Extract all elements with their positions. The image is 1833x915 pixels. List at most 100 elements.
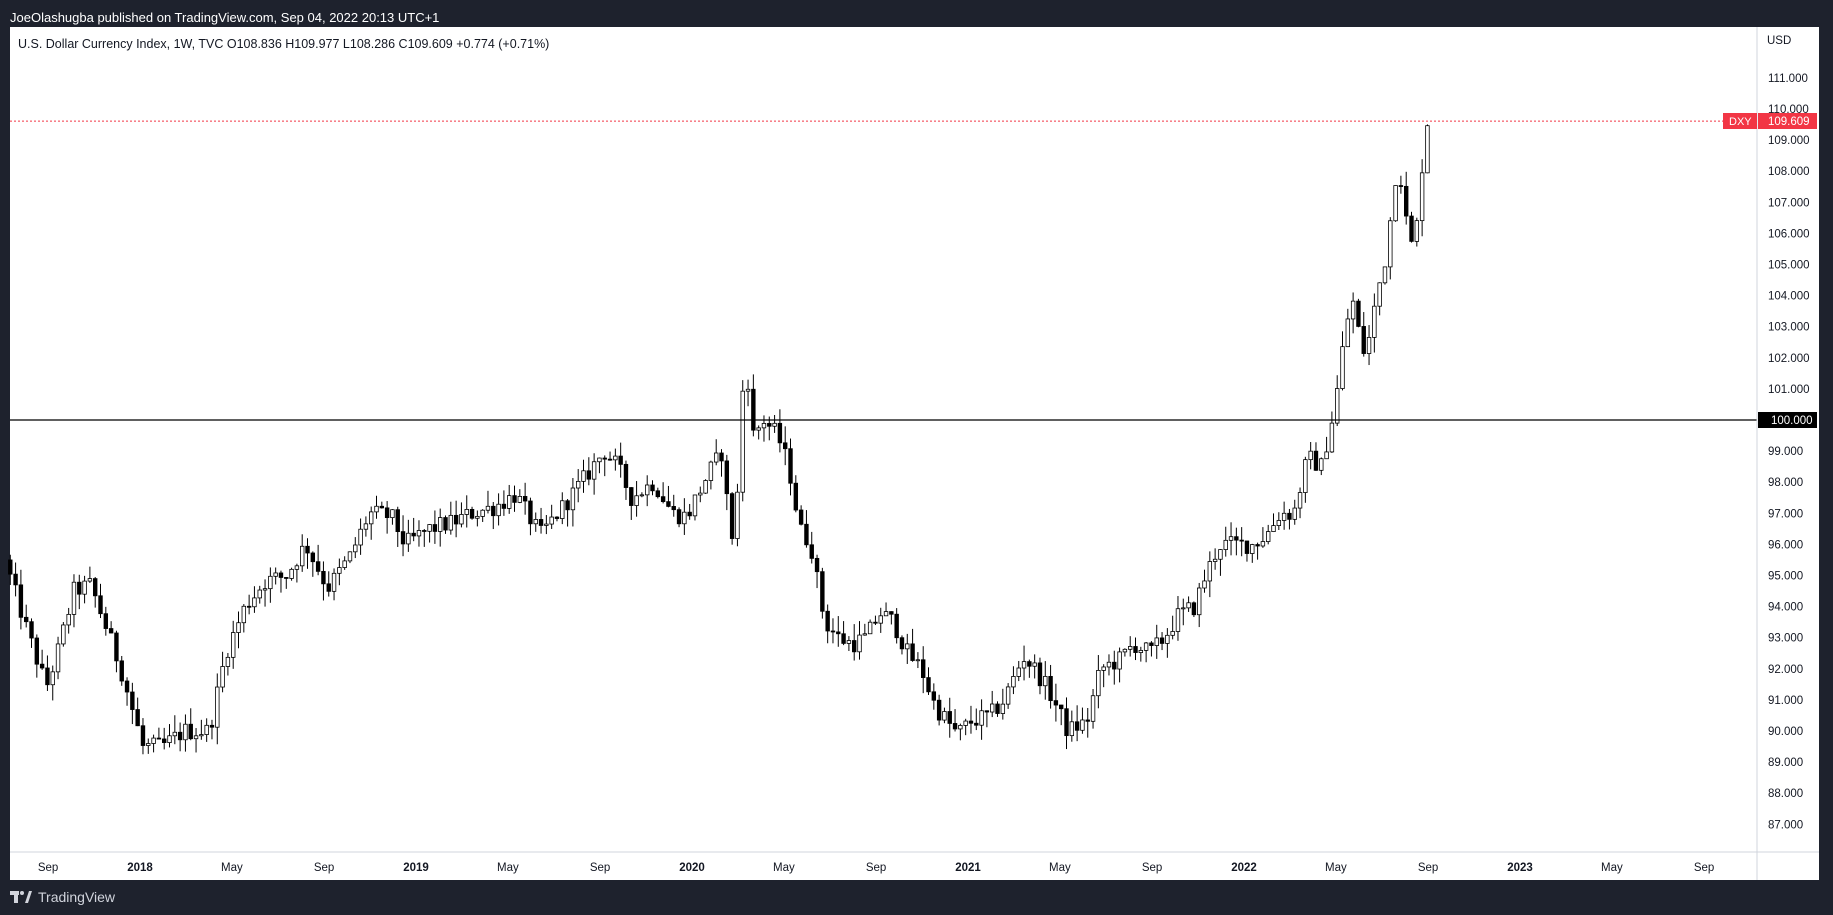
candle-body <box>337 567 342 574</box>
candle-body <box>77 581 82 595</box>
candle-body <box>1382 266 1388 284</box>
candle-body <box>634 495 639 506</box>
candle-body <box>1159 637 1165 644</box>
candle-body <box>215 686 220 728</box>
candle-body <box>1143 642 1149 651</box>
candle-body <box>315 561 321 572</box>
candle-body <box>443 517 448 531</box>
y-tick-label: 101.000 <box>1768 384 1810 396</box>
x-tick-label: 2021 <box>955 862 981 874</box>
candle-body <box>1191 602 1197 616</box>
candle-body <box>952 723 958 730</box>
x-tick-label: May <box>221 862 243 874</box>
x-tick-label: Sep <box>1418 862 1438 874</box>
candle-body <box>1303 459 1308 493</box>
y-tick-label: 87.000 <box>1768 819 1803 831</box>
candle-body <box>464 509 469 515</box>
level-100-label: 100.000 <box>1758 412 1817 428</box>
candle-body <box>597 457 602 463</box>
candle-body <box>867 621 873 635</box>
candle-body <box>1218 549 1223 560</box>
candle-body <box>666 501 671 507</box>
candle-body <box>1335 388 1340 424</box>
candle-body <box>427 524 432 532</box>
candle-body <box>1059 704 1064 710</box>
candle-body <box>448 514 454 531</box>
candle-body <box>984 710 990 713</box>
tradingview-brand[interactable]: TradingView <box>10 889 115 905</box>
candle-body <box>554 516 560 519</box>
candle-body <box>151 737 156 744</box>
candle-body <box>1366 337 1372 354</box>
candle-body <box>411 532 416 537</box>
candle-body <box>1255 544 1260 547</box>
candle-body <box>740 390 745 493</box>
candle-body <box>310 552 316 563</box>
candle-body <box>645 484 650 496</box>
candle-body <box>804 523 809 546</box>
x-tick-label: Sep <box>38 862 58 874</box>
y-tick-label: 96.000 <box>1768 539 1803 551</box>
candle-body <box>1319 458 1324 471</box>
currency-label: USD <box>1767 35 1791 47</box>
candle-body <box>549 516 554 525</box>
candle-body <box>857 634 862 653</box>
candle-body <box>1101 666 1106 671</box>
candle-body <box>883 611 889 617</box>
candle-body <box>209 724 215 728</box>
candle-body <box>1154 637 1159 646</box>
publisher-text: JoeOlashugba published on TradingView.co… <box>10 10 440 25</box>
candle-body <box>544 523 549 526</box>
candle-body <box>1186 602 1191 609</box>
candle-body <box>1212 558 1218 562</box>
y-tick-label: 95.000 <box>1768 571 1803 583</box>
candle-body <box>591 461 597 480</box>
candle-body <box>162 738 167 743</box>
candle-body <box>1048 675 1053 702</box>
candle-body <box>623 463 629 488</box>
candle-body <box>783 442 788 450</box>
candle-body <box>183 723 188 741</box>
candle-body <box>1053 700 1059 706</box>
candle-body <box>963 720 968 726</box>
candle-body <box>650 484 655 492</box>
y-tick-label: 99.000 <box>1768 446 1803 458</box>
chart-frame[interactable] <box>10 27 1819 880</box>
candle-body <box>968 720 974 724</box>
symbol-legend: U.S. Dollar Currency Index, 1W, TVC O108… <box>18 37 550 51</box>
candle-body <box>108 628 114 634</box>
candle-body <box>1356 300 1361 327</box>
candle-body <box>71 581 77 615</box>
candle-body <box>687 511 692 517</box>
y-tick-label: 90.000 <box>1768 726 1803 738</box>
candle-body <box>98 595 103 615</box>
candle-body <box>358 528 363 546</box>
candle-body <box>655 490 661 498</box>
candle-body <box>1207 561 1213 582</box>
candle-body <box>8 559 13 575</box>
candle-body <box>501 503 507 509</box>
last-price-label-text: 109.609 <box>1768 116 1810 128</box>
candle-body <box>459 514 464 525</box>
candle-body <box>1074 721 1080 731</box>
candle-body <box>570 487 576 511</box>
candle-body <box>825 610 830 632</box>
candle-body <box>1037 662 1043 687</box>
candle-body <box>1372 305 1377 338</box>
candle-body <box>45 667 50 686</box>
x-tick-label: May <box>1601 862 1623 874</box>
candle-body <box>1085 719 1090 722</box>
candle-body <box>862 633 868 636</box>
symbol-tag-text: DXY <box>1729 116 1752 128</box>
candle-body <box>1409 215 1414 242</box>
candle-body <box>379 505 385 509</box>
candle-body <box>767 423 772 427</box>
candle-body <box>347 551 353 562</box>
y-tick-label: 106.000 <box>1768 228 1810 240</box>
candle-body <box>29 621 34 639</box>
candle-body <box>576 480 581 489</box>
candle-body <box>899 637 905 650</box>
candle-body <box>82 580 87 595</box>
candle-body <box>830 630 836 633</box>
